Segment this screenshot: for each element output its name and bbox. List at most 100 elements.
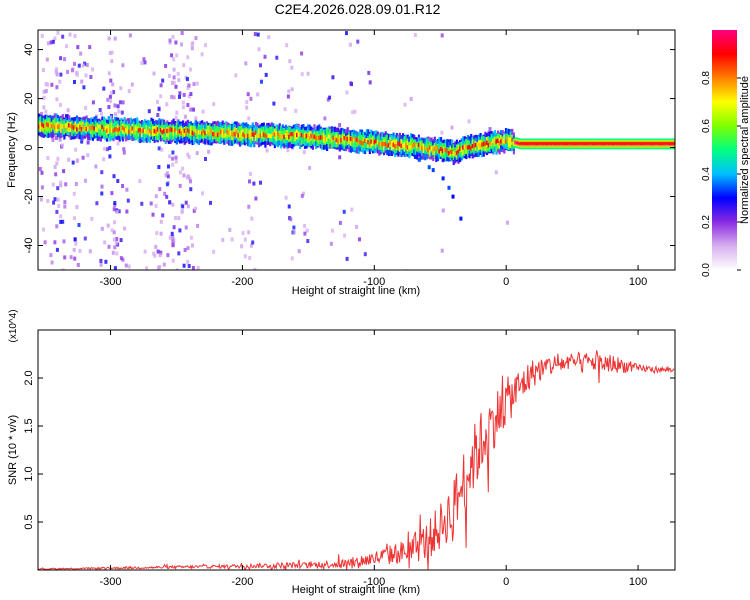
spectrogram-ridge-cell — [186, 128, 189, 133]
spectrogram-ridge-cell — [107, 128, 110, 133]
spectrogram-noise-cell — [286, 94, 290, 99]
spectrogram-ridge-cell — [71, 124, 74, 129]
spectrogram-noise-cell — [55, 161, 59, 166]
spectrogram-ridge-cell — [495, 139, 498, 144]
spectrogram-ridge-cell — [275, 131, 278, 136]
spectrogram-noise-cell — [51, 39, 55, 44]
spectrogram-ridge-cell — [169, 127, 172, 132]
spectrogram-ridge-cell — [384, 142, 387, 147]
spectrogram-noise-cell — [331, 75, 335, 80]
spectrogram-noise-cell — [55, 136, 58, 140]
spectrogram-noise-cell — [117, 209, 121, 214]
spectrogram-ridge-cell — [387, 143, 390, 148]
spectrogram-ridge-cell — [463, 144, 466, 155]
spectrogram-ridge-cell — [189, 131, 193, 136]
spectrogram-noise-cell — [151, 212, 155, 217]
spectrogram-ridge-cell — [153, 128, 156, 134]
spectrogram-ridge-cell — [193, 131, 196, 137]
spectrogram-ridge-cell — [466, 145, 470, 150]
spectrogram-noise-cell — [245, 105, 249, 110]
spectrogram-noise-cell — [350, 207, 354, 212]
spectrogram-branch-cell — [431, 168, 435, 173]
spectrogram-noise-cell — [209, 200, 212, 205]
spectrogram-ridge-cell — [321, 135, 324, 140]
spectrogram-noise-cell — [254, 196, 258, 201]
spectrogram-noise-cell — [196, 223, 200, 228]
spectrogram-noise-cell — [259, 63, 262, 68]
spectrogram-noise-cell — [245, 100, 249, 105]
spectrogram-noise-cell — [175, 110, 179, 115]
spectrogram-noise-cell — [180, 31, 184, 35]
spectrogram-noise-cell — [59, 72, 63, 77]
spectrogram-noise-cell — [106, 147, 109, 152]
spectrogram-noise-cell — [152, 251, 156, 256]
spectrogram-noise-cell — [349, 81, 353, 86]
spectrogram-ridge-cell — [485, 140, 489, 145]
spectrogram-noise-cell — [234, 73, 238, 78]
spectrogram-ridge-cell — [115, 127, 118, 132]
spectrogram-ridge-cell — [386, 143, 389, 148]
snr-panel: -300 -200 -100 0 100 0.5 1.0 1.5 2.0 Height of … — [7, 309, 676, 596]
spectrogram-ridge-cell — [489, 139, 492, 150]
spectrogram-noise-cell — [172, 67, 176, 72]
spectrogram-branch-cell — [447, 185, 451, 190]
spectrogram-ridge-cell — [368, 136, 371, 147]
spectrogram-noise-cell — [40, 33, 44, 38]
spectrogram-noise-cell — [152, 71, 156, 76]
spectrogram-noise-cell — [46, 41, 50, 46]
spectrogram-noise-cell — [178, 183, 182, 188]
spectrogram-noise-cell — [145, 266, 149, 270]
spectrogram-ridge-cell — [170, 127, 174, 132]
spectrogram-ridge-cell — [91, 124, 94, 135]
spectrogram-ridge-cell — [428, 145, 432, 150]
spectrogram-ridge-cell — [371, 141, 375, 146]
spectrogram-noise-cell — [182, 92, 186, 97]
spectrogram-ridge-cell — [251, 132, 254, 137]
spectrogram-ridge-cell — [121, 125, 125, 130]
spectrogram-noise-cell — [40, 111, 44, 116]
spectrogram-noise-cell — [358, 237, 361, 242]
spectrogram-noise-cell — [189, 92, 193, 96]
spectrogram-noise-cell — [257, 47, 261, 52]
spectrogram-noise-cell — [119, 256, 123, 261]
spectrogram-noise-cell — [55, 209, 59, 214]
spectrogram-noise-cell — [189, 187, 193, 192]
spectrogram-noise-cell — [253, 267, 257, 270]
spectrogram-noise-cell — [355, 224, 359, 229]
spectrogram-ridge-cell — [378, 142, 381, 147]
spectrogram-noise-cell — [118, 100, 122, 105]
spectrogram-ridge-cell — [425, 147, 428, 152]
spectrogram-noise-cell — [53, 36, 57, 41]
spectrogram-noise-cell — [70, 68, 74, 73]
spectrogram-noise-cell — [155, 231, 159, 236]
spectrogram-noise-cell — [159, 83, 163, 88]
spectrogram-noise-cell — [108, 154, 112, 159]
spectrogram-ridge-cell — [275, 131, 278, 142]
spectrogram-noise-cell — [154, 204, 158, 208]
spectrogram-noise-cell — [240, 244, 244, 249]
spectrogram-noise-cell — [441, 208, 445, 213]
spectrogram-ridge-cell — [341, 136, 345, 141]
spectrogram-ridge-cell — [322, 135, 326, 140]
spectrogram-ridge-cell — [435, 146, 438, 151]
spectrogram-ridge-cell — [106, 128, 109, 133]
spectrogram-noise-cell — [450, 125, 454, 130]
spectrogram-ridge-cell — [433, 146, 436, 152]
spectrogram-ridge-cell — [383, 141, 386, 147]
spectrogram-noise-cell — [228, 227, 232, 232]
spectrogram-noise-cell — [73, 61, 76, 66]
spectrogram-ridge-cell — [436, 145, 439, 150]
spectrogram-y-axis-label: Frequency (Hz) — [6, 112, 18, 188]
spectrogram-ridge-cell — [465, 144, 468, 149]
spectrogram-noise-cell — [290, 87, 294, 92]
spectrogram-noise-cell — [110, 50, 114, 55]
spectrogram-noise-cell — [74, 182, 78, 186]
spectrogram-noise-cell — [115, 209, 119, 214]
spectrogram-ridge-cell — [348, 137, 351, 142]
spectrogram-noise-cell — [71, 160, 75, 165]
spectrogram-ridge-cell — [284, 133, 288, 138]
spectrogram-ridge-cell — [180, 131, 183, 136]
spectrogram-noise-cell — [246, 92, 250, 97]
spectrogram-ridge-cell — [82, 124, 85, 130]
spectrogram-ridge-cell — [473, 143, 476, 153]
